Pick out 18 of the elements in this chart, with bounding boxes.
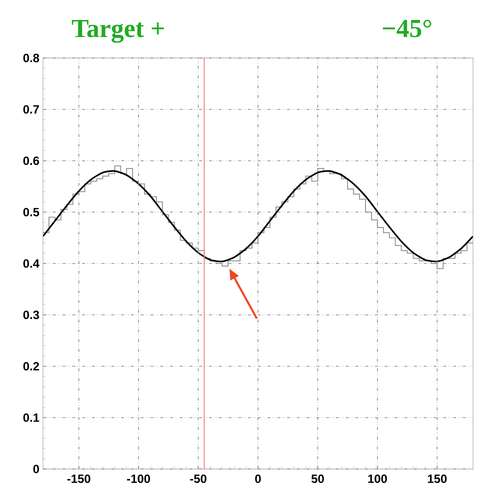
y-tick-label: 0.6 [23, 156, 40, 165]
y-tick-label: 0.4 [23, 259, 40, 268]
y-tick-label: 0.1 [23, 413, 40, 422]
y-tick-label: 0.5 [23, 208, 40, 216]
y-tick-label: 0.3 [23, 310, 40, 320]
y-tick-label: 0.8 [23, 54, 40, 62]
chart-subtitle: −45° [382, 20, 432, 38]
x-tick-label: 50 [311, 474, 324, 483]
x-tick-label: -50 [190, 474, 206, 483]
x-tick-label: 0 [255, 474, 261, 483]
y-tick-label: 0 [33, 464, 39, 474]
x-tick-label: 100 [368, 474, 387, 483]
y-tick-label: 0.7 [23, 105, 39, 114]
x-tick-label: -100 [127, 474, 150, 483]
x-tick-label: 150 [428, 474, 447, 483]
y-tick-label: 0.2 [23, 362, 40, 370]
x-tick-label: -150 [67, 474, 90, 483]
chart-title: Target + [72, 20, 164, 43]
